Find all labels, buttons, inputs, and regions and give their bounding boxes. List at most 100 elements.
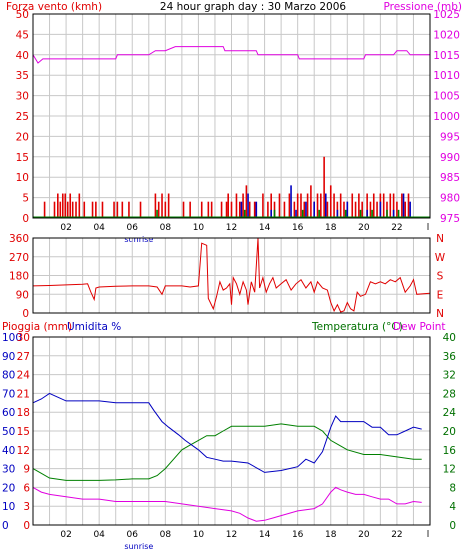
weather-tick-16: 16: [292, 530, 304, 540]
dewpoint-line: [32, 486, 422, 522]
temp-ytick-20: 20: [443, 426, 456, 438]
rain-ytick-18: 18: [17, 407, 30, 419]
humidity-ytick-20: 20: [2, 482, 15, 494]
humidity-line: [32, 392, 422, 473]
humidity-ytick-60: 60: [2, 407, 15, 419]
pressure-ytick-980: 980: [440, 193, 460, 205]
rain-ytick-12: 12: [17, 445, 30, 457]
rain-ytick-0: 0: [23, 520, 30, 532]
temp-ytick-24: 24: [443, 407, 457, 419]
humidity-axis-label: Umidita %: [67, 321, 121, 333]
weather-tick-04: 04: [93, 530, 105, 540]
dewpoint-axis-label: Dew Point: [393, 321, 446, 333]
temp-ytick-0: 0: [449, 520, 456, 532]
weather-tick-20: 20: [358, 530, 370, 540]
wind-ytick-40: 40: [16, 50, 29, 62]
compass-label-4: N: [436, 233, 444, 245]
humidity-ytick-10: 10: [2, 501, 15, 513]
pressure-ytick-1005: 1005: [433, 91, 460, 103]
weather-frame: [32, 336, 431, 526]
weather-tick-06: 06: [127, 530, 139, 540]
wind-ytick-45: 45: [16, 29, 29, 41]
temp-ytick-40: 40: [443, 332, 456, 344]
pressure-ytick-975: 975: [440, 213, 460, 225]
pressure-line: [32, 46, 430, 64]
temp-ytick-16: 16: [443, 445, 457, 457]
pressure-ytick-1015: 1015: [433, 50, 460, 62]
humidity-ytick-80: 80: [2, 370, 15, 382]
wind-ytick-30: 30: [16, 91, 29, 103]
wind-pressure-frame: [32, 13, 431, 219]
weather-tick-02: 02: [60, 530, 71, 540]
wind-tick-22: 22: [391, 223, 402, 233]
wind-tick-10: 10: [193, 223, 205, 233]
temp-ytick-12: 12: [443, 464, 456, 476]
pressure-ytick-990: 990: [440, 152, 460, 164]
wind-ytick-50: 50: [16, 9, 29, 21]
dir-ytick-270: 270: [9, 252, 29, 264]
compass-label-2: S: [437, 271, 444, 283]
rain-axis-label: Pioggia (mm): [2, 321, 72, 333]
temperature-axis-label: Temperatura (°C): [311, 321, 403, 333]
temperature-line: [32, 423, 422, 481]
wind-tick-16: 16: [292, 223, 304, 233]
wind-tick-12: 12: [226, 223, 237, 233]
compass-label-3: W: [435, 252, 446, 264]
temp-ytick-36: 36: [443, 351, 457, 363]
wind-ytick-10: 10: [16, 172, 29, 184]
wind-tick-end: l: [427, 223, 430, 233]
weather-sunrise-label: sunrise: [124, 542, 153, 551]
pressure-ytick-1010: 1010: [433, 70, 460, 82]
wind-tick-18: 18: [325, 223, 337, 233]
rain-ytick-15: 15: [17, 426, 30, 438]
weather-tick-10: 10: [193, 530, 205, 540]
weather-tick-22: 22: [391, 530, 402, 540]
wind-ytick-35: 35: [16, 70, 29, 82]
wind-ytick-20: 20: [16, 131, 29, 143]
pressure-ytick-1000: 1000: [433, 111, 460, 123]
humidity-ytick-30: 30: [2, 464, 15, 476]
wind-tick-02: 02: [60, 223, 71, 233]
dir-ytick-90: 90: [16, 289, 29, 301]
humidity-ytick-100: 100: [2, 332, 22, 344]
weather-tick-14: 14: [259, 530, 271, 540]
wind-tick-20: 20: [358, 223, 370, 233]
humidity-ytick-40: 40: [2, 445, 15, 457]
humidity-ytick-90: 90: [2, 351, 15, 363]
wind-speed-axis-label: Forza vento (kmh): [6, 1, 102, 13]
weather-tick-end: l: [427, 530, 430, 540]
temp-ytick-32: 32: [443, 370, 456, 382]
humidity-ytick-50: 50: [2, 426, 15, 438]
pressure-ytick-995: 995: [440, 131, 460, 143]
temp-ytick-4: 4: [449, 501, 456, 513]
compass-label-0: N: [436, 308, 444, 320]
temp-ytick-28: 28: [443, 388, 456, 400]
weather-tick-08: 08: [160, 530, 172, 540]
dir-ytick-180: 180: [9, 271, 29, 283]
rain-ytick-3: 3: [23, 501, 30, 513]
wind-tick-04: 04: [93, 223, 105, 233]
wind-tick-14: 14: [259, 223, 271, 233]
dir-ytick-0: 0: [22, 308, 29, 320]
weather-tick-12: 12: [226, 530, 237, 540]
weather-tick-18: 18: [325, 530, 337, 540]
rain-ytick-9: 9: [23, 464, 30, 476]
rain-ytick-30: 30: [17, 332, 30, 344]
wind-ytick-0: 0: [22, 213, 29, 225]
pressure-ytick-985: 985: [440, 172, 460, 184]
rain-ytick-27: 27: [17, 351, 30, 363]
pressure-ytick-1025: 1025: [433, 9, 460, 21]
rain-ytick-6: 6: [23, 482, 30, 494]
rain-ytick-24: 24: [17, 370, 31, 382]
wind-ytick-15: 15: [16, 152, 29, 164]
temp-ytick-8: 8: [449, 482, 456, 494]
graph-title: 24 hour graph day : 30 Marzo 2006: [160, 1, 347, 13]
wind-ytick-5: 5: [22, 193, 29, 205]
rain-ytick-21: 21: [17, 388, 30, 400]
humidity-ytick-70: 70: [2, 388, 15, 400]
humidity-ytick-0: 0: [2, 520, 9, 532]
compass-label-1: E: [437, 289, 444, 301]
wind-tick-08: 08: [160, 223, 172, 233]
